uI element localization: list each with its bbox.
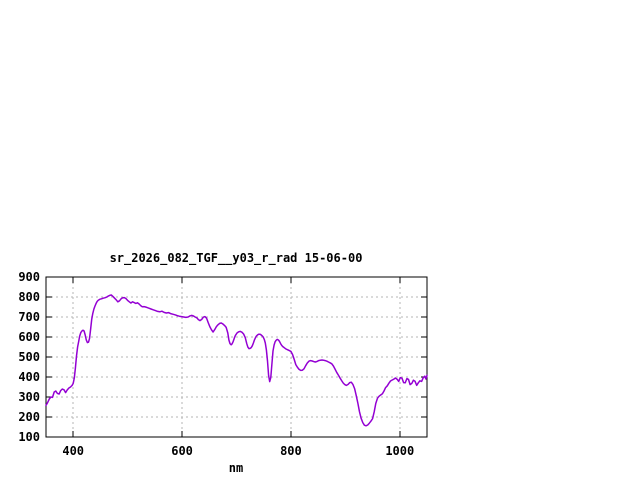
x-axis-label: nm: [229, 461, 243, 475]
grid-lines: [46, 277, 427, 437]
chart-title: sr_2026_082_TGF__y03_r_rad 15-06-00: [110, 251, 363, 266]
tick-labels: 400 600 800 1000 100 200 300 400 500 600 700 800 900: [18, 270, 414, 458]
y-tick-label: 500: [18, 350, 40, 364]
axis-ticks: [46, 276, 427, 438]
y-tick-label: 600: [18, 330, 40, 344]
y-tick-label: 100: [18, 430, 40, 444]
x-tick-label: 400: [62, 444, 84, 458]
y-tick-label: 400: [18, 370, 40, 384]
y-tick-label: 300: [18, 390, 40, 404]
spectrum-line: [45, 294, 428, 427]
x-tick-label: 600: [171, 444, 193, 458]
y-tick-label: 700: [18, 310, 40, 324]
x-tick-label: 800: [280, 444, 302, 458]
x-tick-label: 1000: [385, 444, 414, 458]
y-tick-label: 200: [18, 410, 40, 424]
y-tick-label: 900: [18, 270, 40, 284]
y-tick-label: 800: [18, 290, 40, 304]
data-polyline: [45, 294, 428, 427]
